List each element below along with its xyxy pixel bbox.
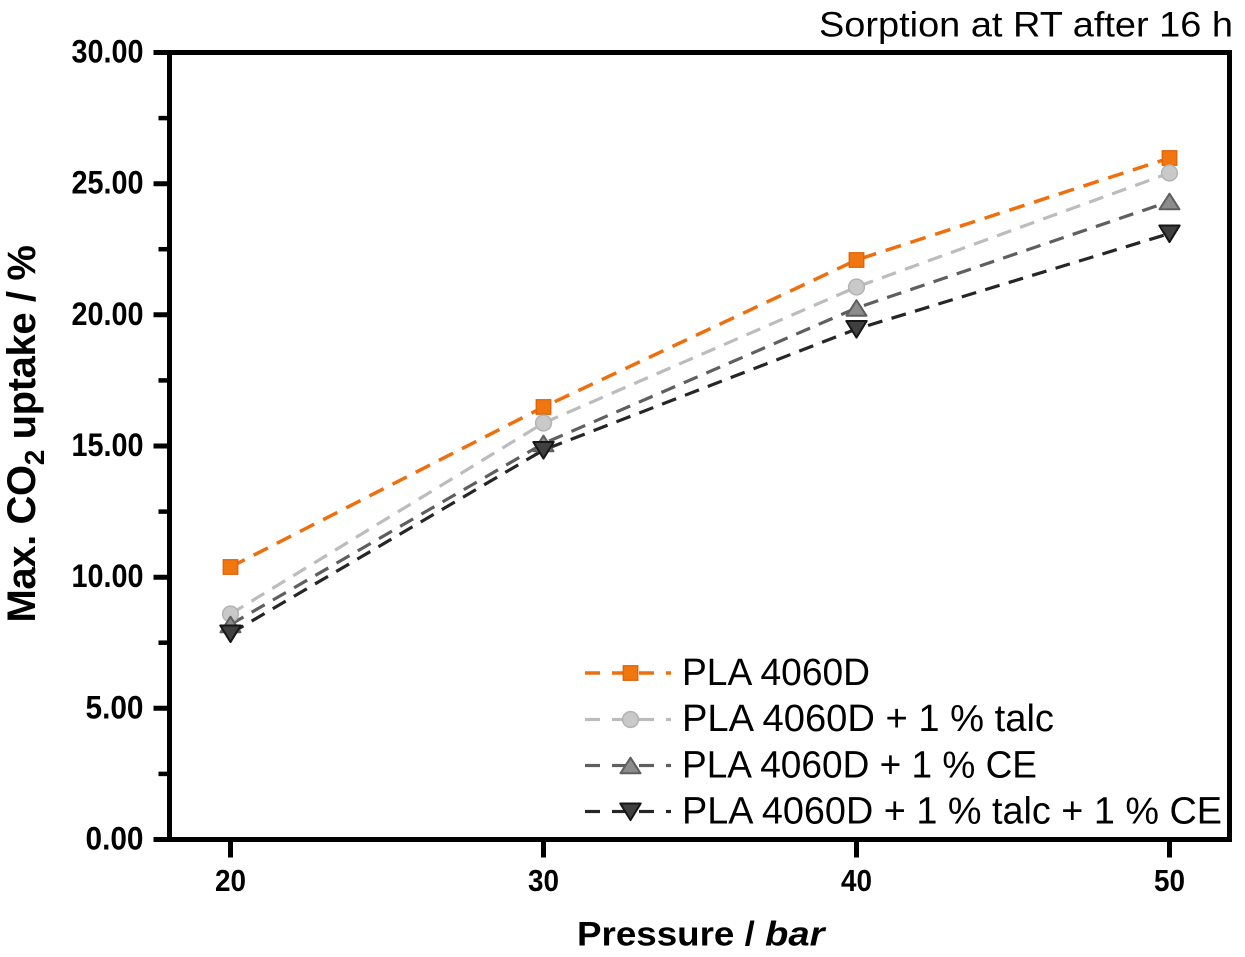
svg-text:PLA 4060D + 1 % talc + 1 % CE: PLA 4060D + 1 % talc + 1 % CE — [682, 791, 1222, 833]
svg-text:25.00: 25.00 — [72, 165, 144, 201]
svg-text:50: 50 — [1154, 863, 1185, 898]
svg-text:30: 30 — [528, 863, 559, 898]
svg-text:15.00: 15.00 — [72, 427, 144, 463]
svg-text:Max. CO2 uptake / %: Max. CO2 uptake / % — [0, 246, 50, 623]
svg-text:Sorption at RT after 16 h: Sorption at RT after 16 h — [819, 6, 1233, 45]
svg-text:20.00: 20.00 — [72, 296, 144, 332]
svg-text:30.00: 30.00 — [72, 34, 144, 70]
svg-text:PLA 4060D + 1 % CE: PLA 4060D + 1 % CE — [682, 744, 1037, 786]
svg-text:PLA 4060D + 1 % talc: PLA 4060D + 1 % talc — [682, 698, 1054, 740]
svg-text:5.00: 5.00 — [86, 689, 144, 725]
svg-text:0.00: 0.00 — [86, 821, 144, 857]
svg-text:40: 40 — [841, 863, 872, 898]
svg-text:10.00: 10.00 — [72, 558, 144, 594]
svg-text:Pressure / bar: Pressure / bar — [577, 916, 826, 954]
svg-text:PLA 4060D: PLA 4060D — [682, 652, 870, 694]
svg-text:20: 20 — [215, 863, 246, 898]
